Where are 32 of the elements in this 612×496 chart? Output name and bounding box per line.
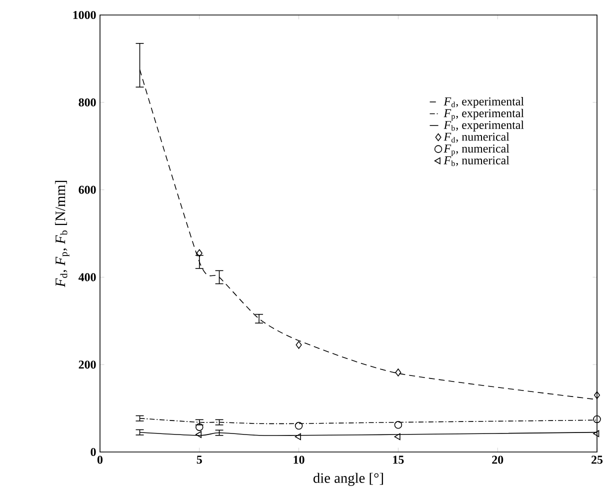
point (296, 341, 302, 349)
legend-label: F$_{d}$, numerical (444, 132, 510, 143)
x-tick-label: 20 (492, 456, 504, 464)
point (594, 391, 600, 400)
point (394, 433, 400, 440)
legend-label: F$_{p}$, numerical (444, 144, 510, 156)
legend-label: F$_{b}$, numerical (444, 156, 510, 166)
x-tick-label: 0 (97, 456, 103, 464)
point (196, 249, 202, 258)
point (294, 433, 301, 440)
y-tick-label: 800 (78, 98, 96, 106)
legend-label: F$_{b}$, experimental (444, 120, 524, 132)
point (196, 431, 202, 438)
point (593, 430, 600, 438)
point (196, 423, 204, 431)
point (395, 368, 402, 376)
text: F$_{d}$, F$_{p}$, F$_{b}$ [N/mm] (55, 180, 70, 288)
x-tick-label: 25 (592, 456, 603, 464)
x-tick-label: 5 (196, 456, 202, 464)
point (394, 421, 402, 429)
x-tick-label: 15 (393, 456, 404, 464)
y-tick-label: 200 (78, 360, 96, 369)
y-tick-label: 0 (90, 448, 96, 456)
y-tick-label: 1000 (73, 10, 96, 20)
y-tick-label: 600 (78, 186, 96, 194)
point (294, 422, 303, 430)
x-tick-label: 10 (294, 456, 304, 464)
x-axis-title: die angle [°] (313, 472, 383, 486)
legend-label: F$_{d}$, experimental (444, 97, 524, 108)
legend-label: F$_{p}$, experimental (444, 108, 524, 121)
point (593, 415, 601, 424)
y-tick-label: 400 (78, 273, 96, 282)
